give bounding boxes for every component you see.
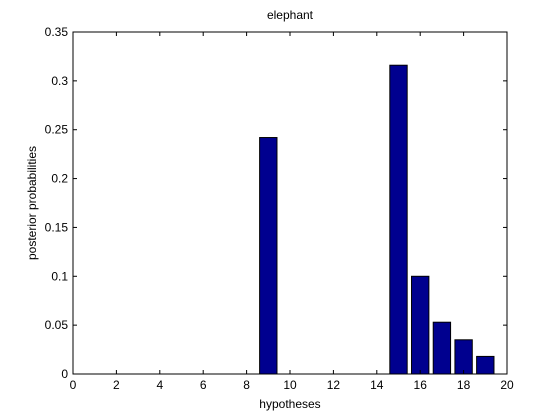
x-axis-label: hypotheses bbox=[259, 397, 320, 411]
chart-title: elephant bbox=[267, 8, 314, 22]
x-tick-label-16: 16 bbox=[414, 378, 428, 392]
y-tick-label-0.2: 0.2 bbox=[51, 172, 68, 186]
x-tick-label-8: 8 bbox=[243, 378, 250, 392]
x-tick-label-18: 18 bbox=[457, 378, 471, 392]
y-tick-label-0.35: 0.35 bbox=[45, 25, 69, 39]
bar-16 bbox=[411, 275, 430, 375]
y-tick-label-0: 0 bbox=[61, 367, 68, 381]
bar-19 bbox=[476, 355, 495, 375]
bar-17 bbox=[432, 321, 452, 375]
x-tick-label-6: 6 bbox=[200, 378, 207, 392]
x-tick-label-20: 20 bbox=[500, 378, 514, 392]
x-tick-label-12: 12 bbox=[327, 378, 341, 392]
bars-group bbox=[259, 64, 495, 375]
axes-group: 0 2 4 6 8 10 12 14 16 18 20 0 0.05 0.1 0.15 0.2 0.25 0.3 0… bbox=[45, 25, 514, 392]
x-tick-label-4: 4 bbox=[156, 378, 163, 392]
y-tick-label-0.05: 0.05 bbox=[45, 318, 69, 332]
y-tick-label-0.1: 0.1 bbox=[51, 269, 68, 283]
x-tick-label-2: 2 bbox=[113, 378, 120, 392]
bar-18 bbox=[454, 339, 473, 375]
y-tick-label-0.15: 0.15 bbox=[45, 220, 69, 234]
bar-15 bbox=[389, 64, 408, 375]
y-axis-label: posterior probabilities bbox=[25, 146, 39, 260]
y-tick-label-0.3: 0.3 bbox=[51, 74, 68, 88]
x-tick-label-14: 14 bbox=[370, 378, 384, 392]
y-tick-label-0.25: 0.25 bbox=[45, 123, 69, 137]
x-tick-label-10: 10 bbox=[283, 378, 297, 392]
x-tick-label-0: 0 bbox=[70, 378, 77, 392]
bar-9 bbox=[259, 137, 278, 375]
axes-box bbox=[72, 31, 508, 375]
plot-area bbox=[73, 32, 507, 374]
